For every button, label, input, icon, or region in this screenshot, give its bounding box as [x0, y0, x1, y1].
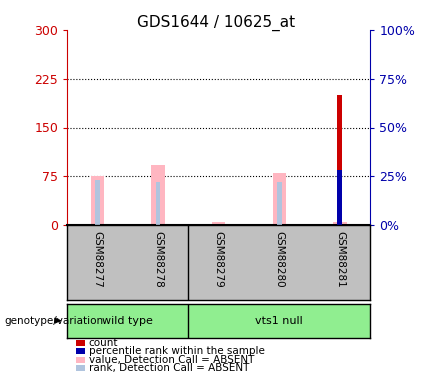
Bar	[333, 222, 346, 225]
Text: GSM88277: GSM88277	[92, 231, 103, 288]
Text: GSM88278: GSM88278	[153, 231, 163, 288]
Text: value, Detection Call = ABSENT: value, Detection Call = ABSENT	[89, 355, 254, 364]
Text: genotype/variation: genotype/variation	[4, 316, 103, 326]
Bar	[277, 182, 282, 225]
Bar	[273, 173, 286, 225]
Text: GSM88279: GSM88279	[213, 231, 224, 288]
Text: GSM88281: GSM88281	[335, 231, 345, 288]
Bar	[212, 222, 225, 225]
Bar	[95, 180, 100, 225]
Text: percentile rank within the sample: percentile rank within the sample	[89, 346, 265, 356]
Bar	[155, 182, 161, 225]
Text: GSM88280: GSM88280	[274, 231, 284, 288]
Bar	[337, 170, 343, 225]
Text: GDS1644 / 10625_at: GDS1644 / 10625_at	[137, 15, 296, 31]
Text: wild type: wild type	[102, 316, 153, 326]
Text: vts1 null: vts1 null	[255, 316, 303, 326]
Text: count: count	[89, 338, 118, 348]
Text: rank, Detection Call = ABSENT: rank, Detection Call = ABSENT	[89, 363, 249, 373]
Bar	[91, 176, 104, 225]
Bar	[152, 165, 165, 225]
Bar	[337, 95, 343, 225]
